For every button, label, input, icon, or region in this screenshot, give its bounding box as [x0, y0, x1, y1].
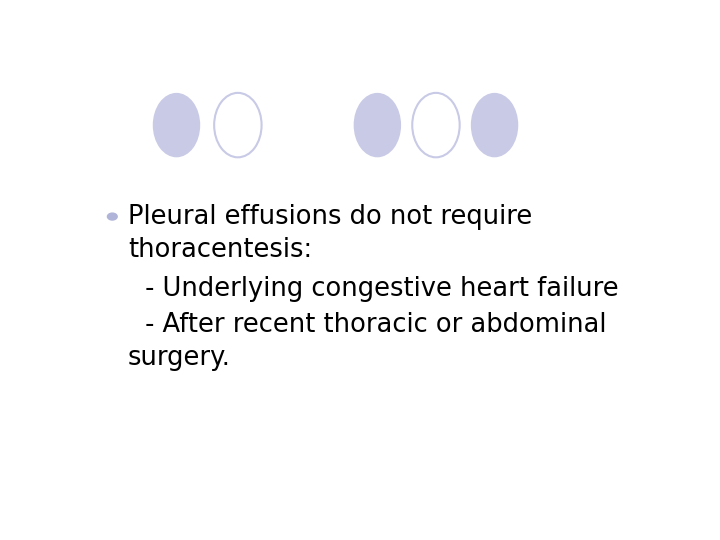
Text: - Underlying congestive heart failure: - Underlying congestive heart failure — [138, 276, 619, 302]
Text: Pleural effusions do not require: Pleural effusions do not require — [128, 204, 532, 230]
Text: thoracentesis:: thoracentesis: — [128, 237, 312, 263]
Text: - After recent thoracic or abdominal: - After recent thoracic or abdominal — [138, 312, 607, 338]
Circle shape — [107, 212, 118, 221]
Ellipse shape — [153, 93, 200, 157]
Ellipse shape — [354, 93, 401, 157]
Text: surgery.: surgery. — [128, 345, 231, 371]
Ellipse shape — [471, 93, 518, 157]
